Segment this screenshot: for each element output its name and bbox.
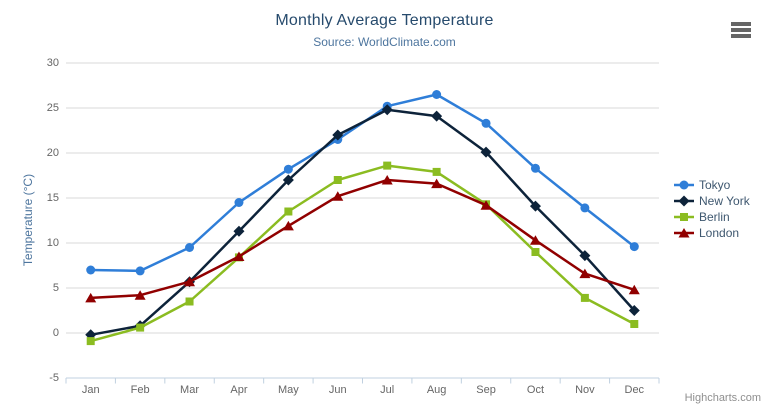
point-marker-circle — [234, 198, 244, 207]
point-marker-diamond — [431, 110, 443, 122]
point-marker-triangle — [134, 290, 146, 300]
point-marker-circle — [135, 266, 145, 276]
point-marker-triangle — [480, 200, 492, 210]
y-axis-label: 5 — [52, 282, 59, 294]
point-marker-circle — [185, 243, 195, 252]
point-marker-circle — [530, 163, 540, 173]
legend-label: Tokyo — [699, 178, 731, 192]
y-axis-label: 30 — [46, 57, 59, 69]
point-marker-triangle — [579, 268, 591, 279]
legend-marker-icon — [674, 195, 694, 207]
legend-item-berlin[interactable]: Berlin — [674, 209, 750, 225]
legend-label: Berlin — [699, 210, 730, 224]
y-axis-label: 15 — [46, 192, 59, 204]
y-axis-label: 0 — [52, 327, 59, 339]
point-marker-diamond — [529, 200, 541, 212]
point-marker-square — [580, 293, 589, 302]
x-axis-label: Jul — [380, 384, 395, 396]
point-marker-triangle — [332, 191, 344, 201]
x-axis-label: Jan — [81, 384, 100, 396]
chart-title: Monthly Average Temperature — [275, 12, 494, 29]
point-marker-triangle — [233, 251, 245, 261]
point-marker-diamond — [381, 104, 393, 116]
point-marker-triangle — [85, 292, 97, 303]
point-marker-square — [136, 323, 145, 332]
hamburger-bar — [731, 22, 751, 26]
y-axis-label: -5 — [49, 372, 59, 384]
hamburger-bar — [731, 28, 751, 32]
point-marker-square — [383, 161, 392, 170]
series-line-london — [89, 178, 636, 300]
point-marker-circle — [679, 180, 689, 190]
point-marker-square — [86, 337, 95, 346]
point-marker-diamond — [628, 305, 640, 316]
point-marker-triangle — [678, 228, 690, 238]
x-axis-label: Mar — [180, 384, 199, 396]
point-marker-triangle — [628, 284, 640, 295]
point-marker-square — [432, 167, 441, 176]
point-marker-diamond — [480, 146, 492, 158]
point-marker-circle — [629, 242, 639, 252]
point-marker-square — [284, 207, 293, 216]
legend-item-tokyo[interactable]: Tokyo — [674, 177, 750, 193]
x-axis-label: Dec — [624, 384, 645, 396]
x-axis-label: Sep — [476, 384, 496, 396]
legend-label: London — [699, 226, 740, 240]
chart-subtitle: Source: WorldClimate.com — [313, 35, 456, 49]
hamburger-icon[interactable] — [731, 22, 751, 38]
x-axis-label: May — [277, 384, 299, 396]
x-axis-label: Feb — [130, 384, 150, 396]
point-marker-diamond — [332, 129, 344, 141]
point-marker-circle — [283, 164, 293, 174]
legend-marker-icon — [674, 180, 694, 190]
point-marker-circle — [86, 265, 96, 275]
legend-marker-icon — [674, 213, 694, 221]
legend-item-london[interactable]: London — [674, 225, 750, 241]
point-marker-diamond — [678, 195, 690, 207]
y-axis-label: 20 — [46, 147, 59, 159]
series-line-tokyo — [89, 93, 636, 273]
point-marker-triangle — [381, 175, 393, 185]
point-marker-triangle — [184, 276, 196, 287]
x-axis-label: Jun — [328, 384, 347, 396]
point-marker-square — [680, 213, 688, 221]
x-axis-label: Apr — [230, 384, 248, 396]
point-marker-square — [531, 248, 540, 256]
point-marker-diamond — [233, 225, 245, 237]
point-marker-circle — [580, 203, 590, 213]
legend-item-new-york[interactable]: New York — [674, 193, 750, 209]
legend-label: New York — [699, 194, 750, 208]
legend-marker-icon — [674, 228, 694, 238]
point-marker-square — [630, 320, 639, 328]
series-line-berlin — [89, 164, 636, 343]
point-marker-square — [333, 176, 342, 184]
hamburger-bar — [731, 34, 751, 38]
y-axis-label: 10 — [46, 237, 59, 249]
x-axis-label: Nov — [575, 384, 595, 396]
credits-link[interactable]: Highcharts.com — [684, 392, 761, 404]
x-axis-label: Aug — [426, 384, 447, 396]
point-marker-triangle — [529, 235, 541, 245]
point-marker-diamond — [579, 250, 591, 262]
point-marker-circle — [481, 118, 491, 128]
point-marker-triangle — [431, 178, 443, 189]
point-marker-circle — [432, 90, 442, 99]
point-marker-square — [185, 297, 194, 306]
x-axis-label: Oct — [526, 384, 545, 396]
point-marker-diamond — [282, 174, 294, 186]
legend: Tokyo New York Berlin London — [674, 177, 750, 241]
point-marker-triangle — [282, 220, 294, 231]
y-axis-label: 25 — [46, 102, 59, 114]
series-line-new-york — [89, 108, 636, 337]
